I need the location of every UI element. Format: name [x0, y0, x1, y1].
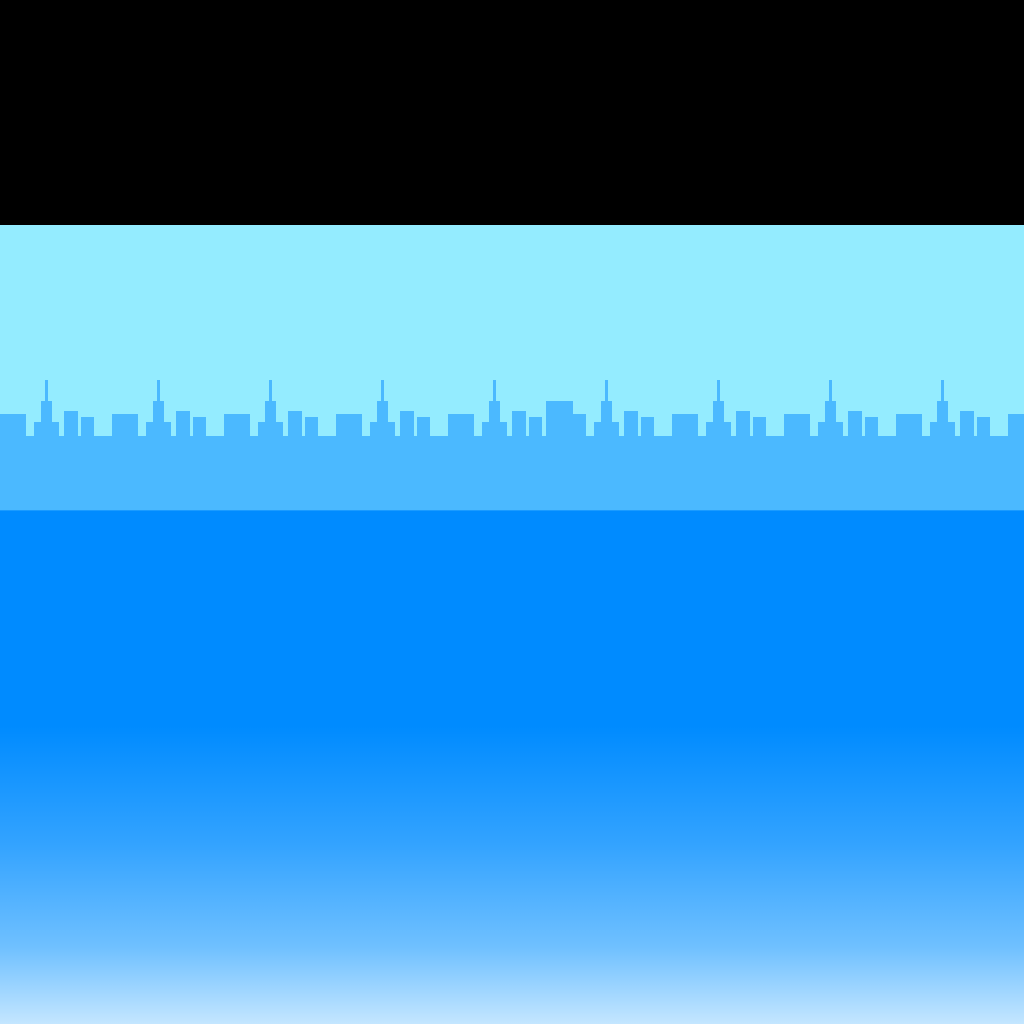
building [305, 417, 318, 436]
building [753, 417, 766, 436]
building [288, 411, 302, 436]
building [641, 417, 654, 436]
tower-base [930, 422, 955, 436]
building [672, 414, 698, 436]
tower-antenna [493, 380, 496, 402]
tower-base [482, 422, 507, 436]
tower-top [489, 401, 500, 423]
water-area [0, 511, 1024, 1024]
building [736, 411, 750, 436]
tower-antenna [157, 380, 160, 402]
building [529, 417, 542, 436]
building [417, 417, 430, 436]
tower-base [146, 422, 171, 436]
building [448, 414, 474, 436]
tower-top [377, 401, 388, 423]
building [400, 411, 414, 436]
building [81, 417, 94, 436]
building [784, 414, 810, 436]
building [64, 411, 78, 436]
building [0, 414, 26, 436]
tower-antenna [45, 380, 48, 402]
top-black-band [0, 0, 1024, 225]
building [1008, 414, 1024, 436]
tower-top [153, 401, 164, 423]
tower-base [370, 422, 395, 436]
building [224, 414, 250, 436]
building [546, 401, 573, 436]
tower-base [706, 422, 731, 436]
building [960, 411, 974, 436]
tower-top [713, 401, 724, 423]
tower-top [41, 401, 52, 423]
tower-top [825, 401, 836, 423]
tower-antenna [717, 380, 720, 402]
tower-base [34, 422, 59, 436]
tower-base [818, 422, 843, 436]
building [512, 411, 526, 436]
tower-top [601, 401, 612, 423]
building [865, 417, 878, 436]
tower-antenna [381, 380, 384, 402]
tower-base [594, 422, 619, 436]
skyline-base [0, 436, 1024, 512]
tower-antenna [605, 380, 608, 402]
building [336, 414, 362, 436]
city-skyline [0, 380, 1024, 512]
building [896, 414, 922, 436]
building [624, 411, 638, 436]
building [848, 411, 862, 436]
tower-top [937, 401, 948, 423]
tower-antenna [269, 380, 272, 402]
building [193, 417, 206, 436]
tower-base [258, 422, 283, 436]
building [176, 411, 190, 436]
building [977, 417, 990, 436]
tower-top [265, 401, 276, 423]
tower-antenna [941, 380, 944, 402]
tower-antenna [829, 380, 832, 402]
building [112, 414, 138, 436]
